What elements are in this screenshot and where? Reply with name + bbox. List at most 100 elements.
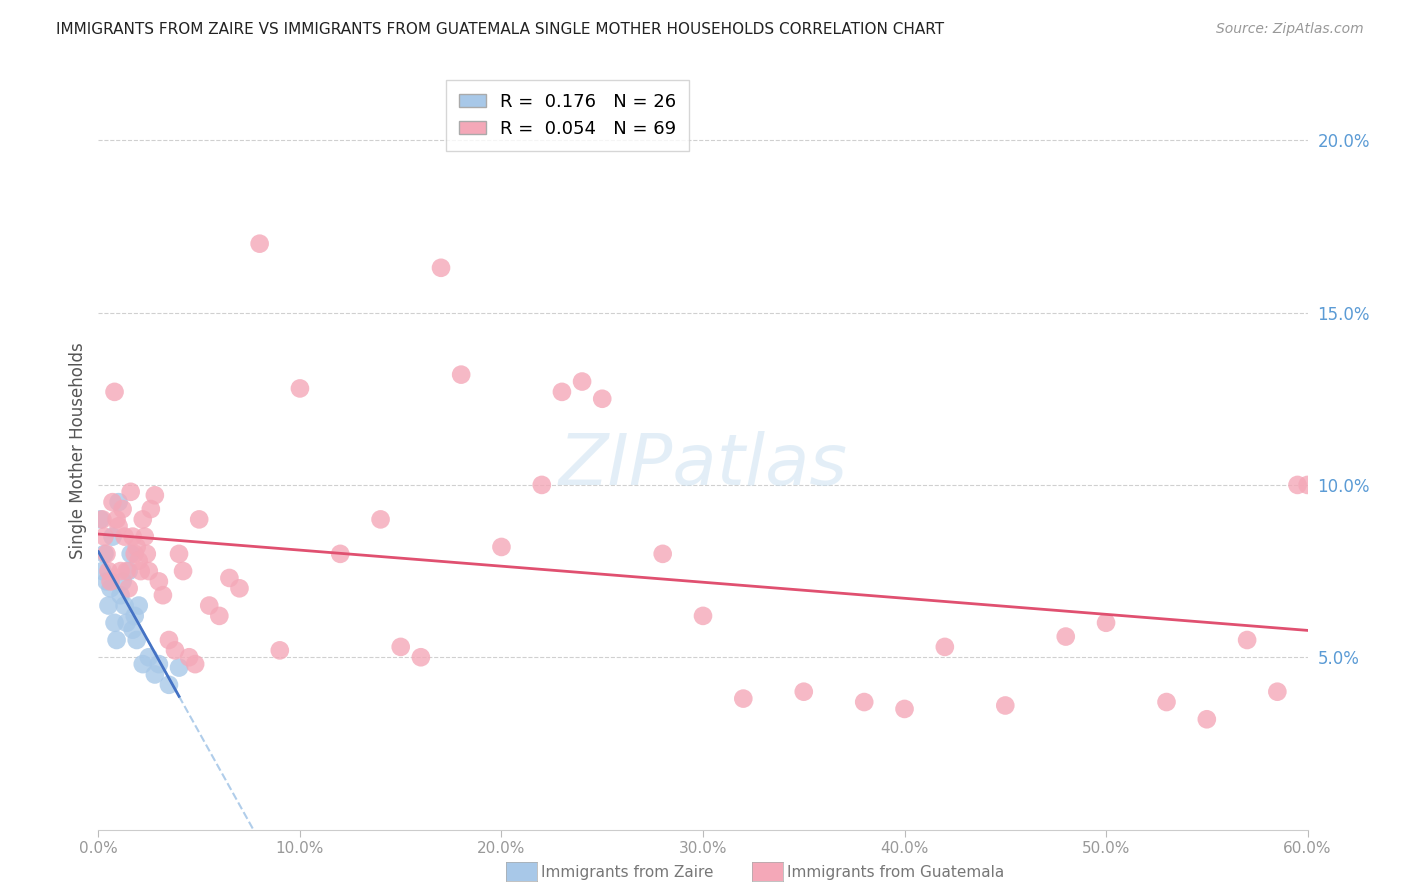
Text: Immigrants from Guatemala: Immigrants from Guatemala — [787, 865, 1005, 880]
Point — [138, 650, 160, 665]
Point — [188, 512, 211, 526]
Point — [114, 530, 136, 544]
Point — [329, 547, 352, 561]
Point — [793, 684, 815, 698]
Point — [157, 678, 180, 692]
Point — [198, 599, 221, 613]
Point — [115, 564, 138, 578]
Point — [430, 260, 453, 275]
Point — [994, 698, 1017, 713]
Point — [93, 547, 115, 561]
Point — [125, 633, 148, 648]
Point — [853, 695, 876, 709]
Point — [692, 608, 714, 623]
Point — [124, 547, 146, 561]
Point — [129, 564, 152, 578]
Point — [103, 384, 125, 399]
Point — [121, 623, 143, 637]
Point — [152, 588, 174, 602]
Point — [97, 564, 120, 578]
Point — [91, 564, 114, 578]
Point — [172, 564, 194, 578]
Legend: R =  0.176   N = 26, R =  0.054   N = 69: R = 0.176 N = 26, R = 0.054 N = 69 — [446, 80, 689, 151]
Point — [551, 384, 574, 399]
Point — [132, 512, 155, 526]
Point — [118, 564, 141, 578]
Point — [157, 633, 180, 648]
Point — [208, 608, 231, 623]
Point — [132, 657, 155, 672]
Point — [148, 574, 170, 589]
Point — [1095, 615, 1118, 630]
Point — [288, 381, 311, 395]
Point — [107, 495, 129, 509]
Point — [179, 650, 201, 665]
Point — [91, 512, 114, 526]
Point — [184, 657, 207, 672]
Point — [1054, 630, 1077, 644]
Point — [389, 640, 412, 654]
Point — [135, 547, 157, 561]
Point — [530, 478, 553, 492]
Point — [100, 574, 122, 589]
Point — [124, 608, 146, 623]
Point — [120, 547, 142, 561]
Point — [115, 615, 138, 630]
Point — [491, 540, 513, 554]
Y-axis label: Single Mother Households: Single Mother Households — [69, 343, 87, 558]
Point — [111, 502, 134, 516]
Point — [409, 650, 432, 665]
Point — [163, 643, 186, 657]
Point — [103, 615, 125, 630]
Point — [934, 640, 956, 654]
Point — [167, 660, 190, 674]
Point — [96, 574, 118, 589]
Point — [1267, 684, 1289, 698]
Point — [167, 547, 190, 561]
Point — [89, 512, 111, 526]
Point — [110, 588, 132, 602]
Point — [143, 488, 166, 502]
Text: Source: ZipAtlas.com: Source: ZipAtlas.com — [1216, 22, 1364, 37]
Point — [101, 495, 124, 509]
Point — [143, 667, 166, 681]
Point — [1286, 478, 1309, 492]
Point — [1296, 478, 1319, 492]
Point — [128, 554, 150, 568]
Point — [107, 519, 129, 533]
Point — [249, 236, 271, 251]
Point — [121, 530, 143, 544]
Point — [101, 530, 124, 544]
Point — [120, 484, 142, 499]
Point — [134, 530, 156, 544]
Point — [118, 582, 141, 596]
Point — [125, 540, 148, 554]
Point — [893, 702, 915, 716]
Point — [1195, 712, 1218, 726]
Point — [370, 512, 392, 526]
Point — [148, 657, 170, 672]
Point — [128, 599, 150, 613]
Point — [114, 599, 136, 613]
Point — [93, 530, 115, 544]
Point — [96, 547, 118, 561]
Point — [733, 691, 755, 706]
Text: ZIPatlas: ZIPatlas — [558, 431, 848, 500]
Point — [651, 547, 673, 561]
Point — [228, 582, 250, 596]
Point — [111, 574, 134, 589]
Point — [218, 571, 240, 585]
Point — [97, 599, 120, 613]
Point — [591, 392, 613, 406]
Point — [139, 502, 162, 516]
Text: IMMIGRANTS FROM ZAIRE VS IMMIGRANTS FROM GUATEMALA SINGLE MOTHER HOUSEHOLDS CORR: IMMIGRANTS FROM ZAIRE VS IMMIGRANTS FROM… — [56, 22, 945, 37]
Point — [138, 564, 160, 578]
Point — [571, 375, 593, 389]
Point — [269, 643, 291, 657]
Point — [100, 582, 122, 596]
Point — [110, 564, 132, 578]
Point — [450, 368, 472, 382]
Point — [105, 512, 128, 526]
Point — [1156, 695, 1178, 709]
Point — [1236, 633, 1258, 648]
